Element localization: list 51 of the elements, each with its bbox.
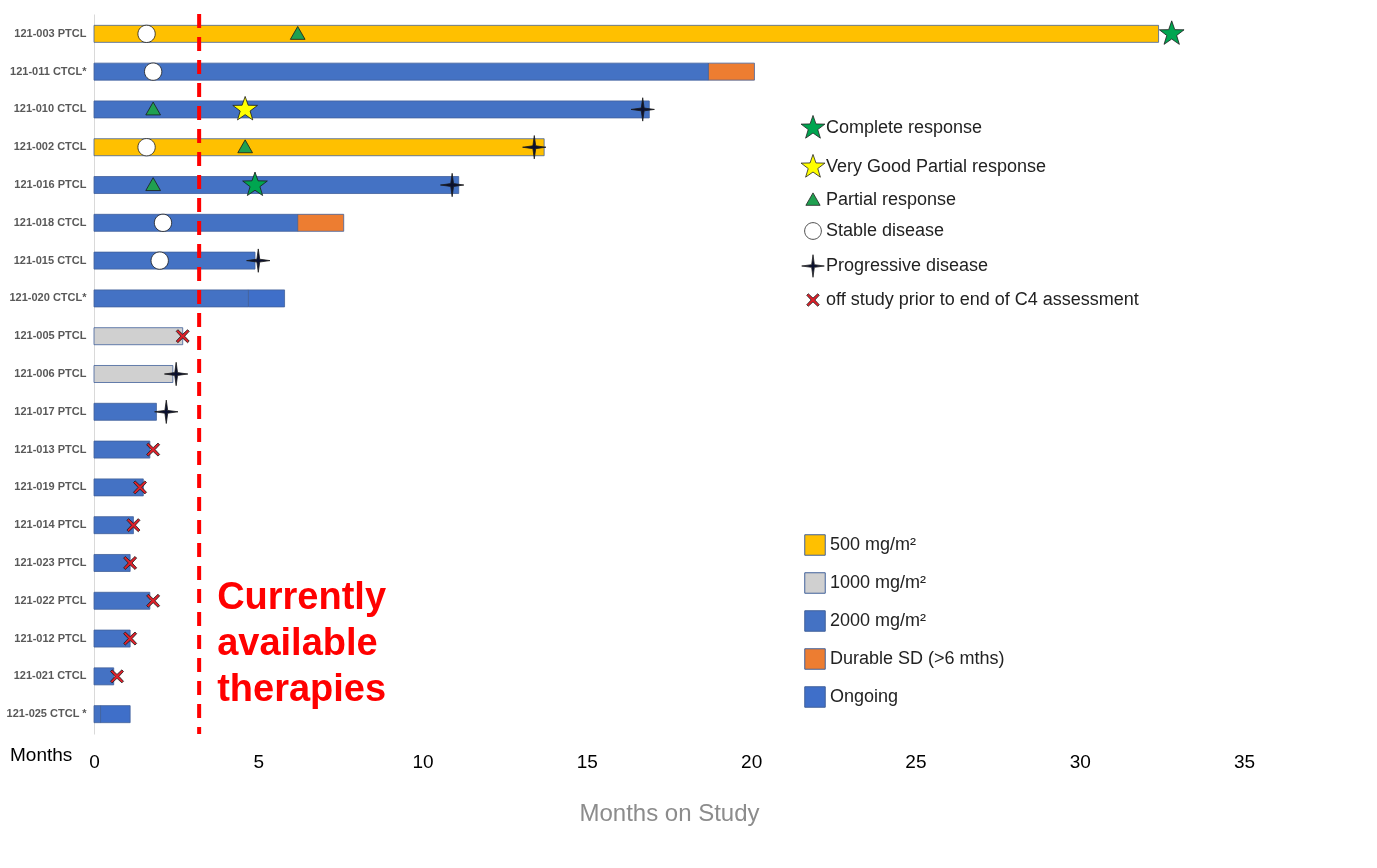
y-tick-label: 121-018 CTCL	[13, 215, 87, 228]
legend-label: Partial response	[826, 189, 957, 209]
bar	[93, 440, 151, 459]
bar	[93, 138, 545, 157]
y-tick-label: 121-016 PTCL	[14, 178, 87, 191]
y-tick-label: 121-020 CTCL*	[9, 291, 88, 304]
bar	[93, 100, 650, 119]
legend-label: Durable SD (>6 mths)	[830, 648, 1005, 668]
y-tick-label: 121-013 PTCL	[14, 442, 87, 455]
x-tick-label: 30	[1069, 750, 1091, 772]
legend-label: 2000 mg/m²	[830, 610, 927, 630]
legend-label: Very Good Partial response	[826, 156, 1047, 176]
legend-label: Complete response	[826, 117, 983, 137]
x-tick-label: 5	[253, 750, 265, 772]
y-tick-label: 121-017 PTCL	[14, 404, 87, 417]
y-tick-label: 121-023 PTCL	[14, 555, 87, 568]
y-tick-label: 121-011 CTCL*	[10, 64, 88, 77]
legend-label: 500 mg/m²	[830, 534, 917, 554]
y-tick-label: 121-015 CTCL	[13, 253, 87, 266]
y-tick-label: 121-021 CTCL	[13, 669, 87, 682]
y-tick-label: 121-022 PTCL	[14, 593, 87, 606]
legend-label: off study prior to end of C4 assessment	[826, 289, 1139, 309]
bar	[93, 24, 1159, 43]
y-tick-label: 121-014 PTCL	[14, 518, 87, 531]
x-tick-label: 35	[1233, 750, 1256, 772]
legend-label: Ongoing	[830, 686, 899, 706]
y-tick-label: 121-003 PTCL	[14, 26, 87, 39]
y-tick-label: 121-010 CTCL	[13, 102, 87, 115]
y-tick-label: 121-005 PTCL	[14, 329, 87, 342]
x-tick-label: 20	[741, 750, 763, 772]
bar	[93, 554, 131, 572]
x-axis-title: Months on Study	[579, 798, 760, 826]
legend-label: Progressive disease	[826, 255, 989, 275]
x-tick-label: 25	[905, 750, 927, 772]
x-tick-label: 15	[576, 750, 598, 772]
y-tick-label: 121-019 PTCL	[14, 480, 87, 493]
y-tick-label: 121-006 PTCL	[14, 367, 87, 379]
x-tick-label: 10	[412, 750, 434, 772]
legend-label: Stable disease	[826, 220, 945, 240]
x-tick-label: 0	[89, 750, 100, 772]
bar	[93, 629, 131, 648]
y-tick-label: 121-025 CTCL *	[6, 707, 88, 720]
text: Months	[10, 744, 73, 766]
legend-label: 1000 mg/m²	[830, 572, 927, 592]
bar	[93, 176, 460, 194]
bar	[93, 402, 157, 421]
bar	[93, 667, 115, 686]
y-tick-label: 121-012 PTCL	[14, 631, 87, 644]
bar	[93, 591, 151, 610]
ref-line-label: Currently available therapies	[217, 575, 387, 709]
y-tick-label: 121-002 CTCL	[13, 140, 87, 153]
